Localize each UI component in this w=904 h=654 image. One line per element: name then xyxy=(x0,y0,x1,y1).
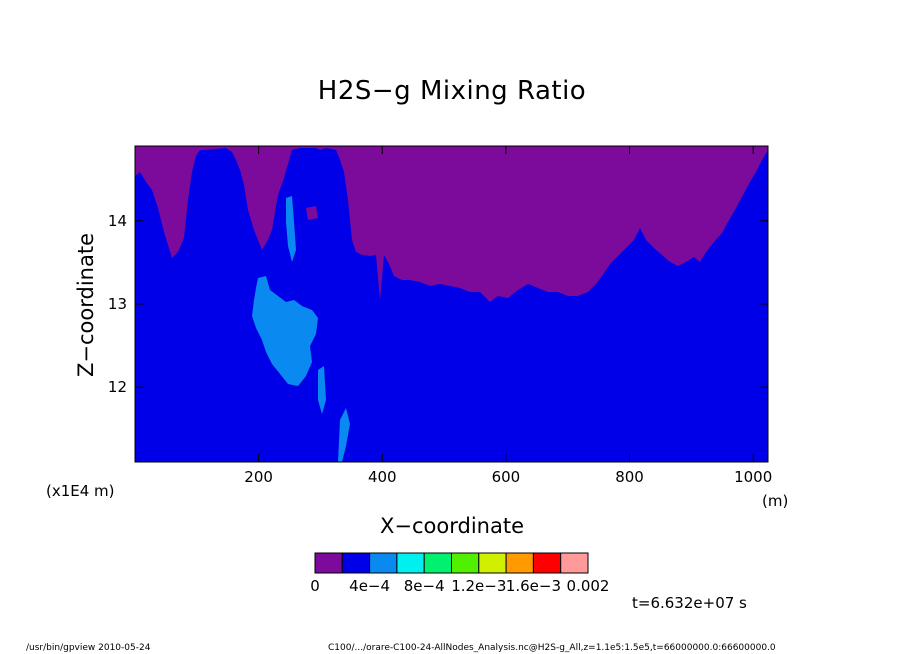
x-tick-label: 200 xyxy=(244,468,273,486)
colorbar-tick-label: 0 xyxy=(310,577,320,595)
plume-fleck-right xyxy=(318,366,326,414)
x-axis-label: X−coordinate xyxy=(380,514,524,538)
colorbar-swatch xyxy=(423,552,453,574)
time-annotation: t=6.632e+07 s xyxy=(632,594,747,612)
colorbar-tick-label: 4e−4 xyxy=(349,577,391,595)
colorbar-tick-label: 1.6e−3 xyxy=(505,577,561,595)
colorbar-tick-label: 8e−4 xyxy=(403,577,445,595)
colorbar-swatch xyxy=(560,552,589,574)
colorbar-swatch xyxy=(341,552,371,574)
y-tick-label: 14 xyxy=(107,211,127,230)
x-tick-label: 600 xyxy=(491,468,521,486)
colorbar-tick-label: 1.2e−3 xyxy=(451,577,507,595)
colorbar-swatch xyxy=(478,552,507,574)
y-axis-label: Z−coordinate xyxy=(74,233,98,377)
colorbar-swatch xyxy=(369,552,398,574)
footer-right: C100/.../orare-C100-24-AllNodes_Analysis… xyxy=(328,643,776,653)
colorbar-swatch xyxy=(314,552,343,574)
y-axis-unit: (x1E4 m) xyxy=(46,482,115,500)
colorbar-swatch xyxy=(532,552,562,574)
colorbar-swatch xyxy=(505,552,534,574)
plume-streak-tail xyxy=(338,408,350,462)
colorbar-swatch xyxy=(396,552,425,574)
x-tick-label: 1000 xyxy=(734,468,773,486)
plot-area xyxy=(135,146,768,462)
colorbar-swatch xyxy=(451,552,480,574)
near-zero-region xyxy=(135,146,768,302)
chart-title: H2S−g Mixing Ratio xyxy=(317,76,587,106)
y-tick-label: 12 xyxy=(107,378,127,397)
colorbar-tick-label: 0.002 xyxy=(566,577,610,595)
x-tick-label: 800 xyxy=(615,468,644,486)
colorbar xyxy=(314,552,589,574)
x-tick-label: 400 xyxy=(367,468,397,486)
moderate-concentration-plume xyxy=(252,276,318,386)
axis-ticks xyxy=(135,146,768,462)
y-tick-label: 13 xyxy=(107,295,127,313)
purple-pocket xyxy=(306,206,318,220)
plume-streak-upper xyxy=(286,196,296,262)
x-axis-unit: (m) xyxy=(762,492,789,510)
footer-left: /usr/bin/gpview 2010-05-24 xyxy=(26,643,151,653)
